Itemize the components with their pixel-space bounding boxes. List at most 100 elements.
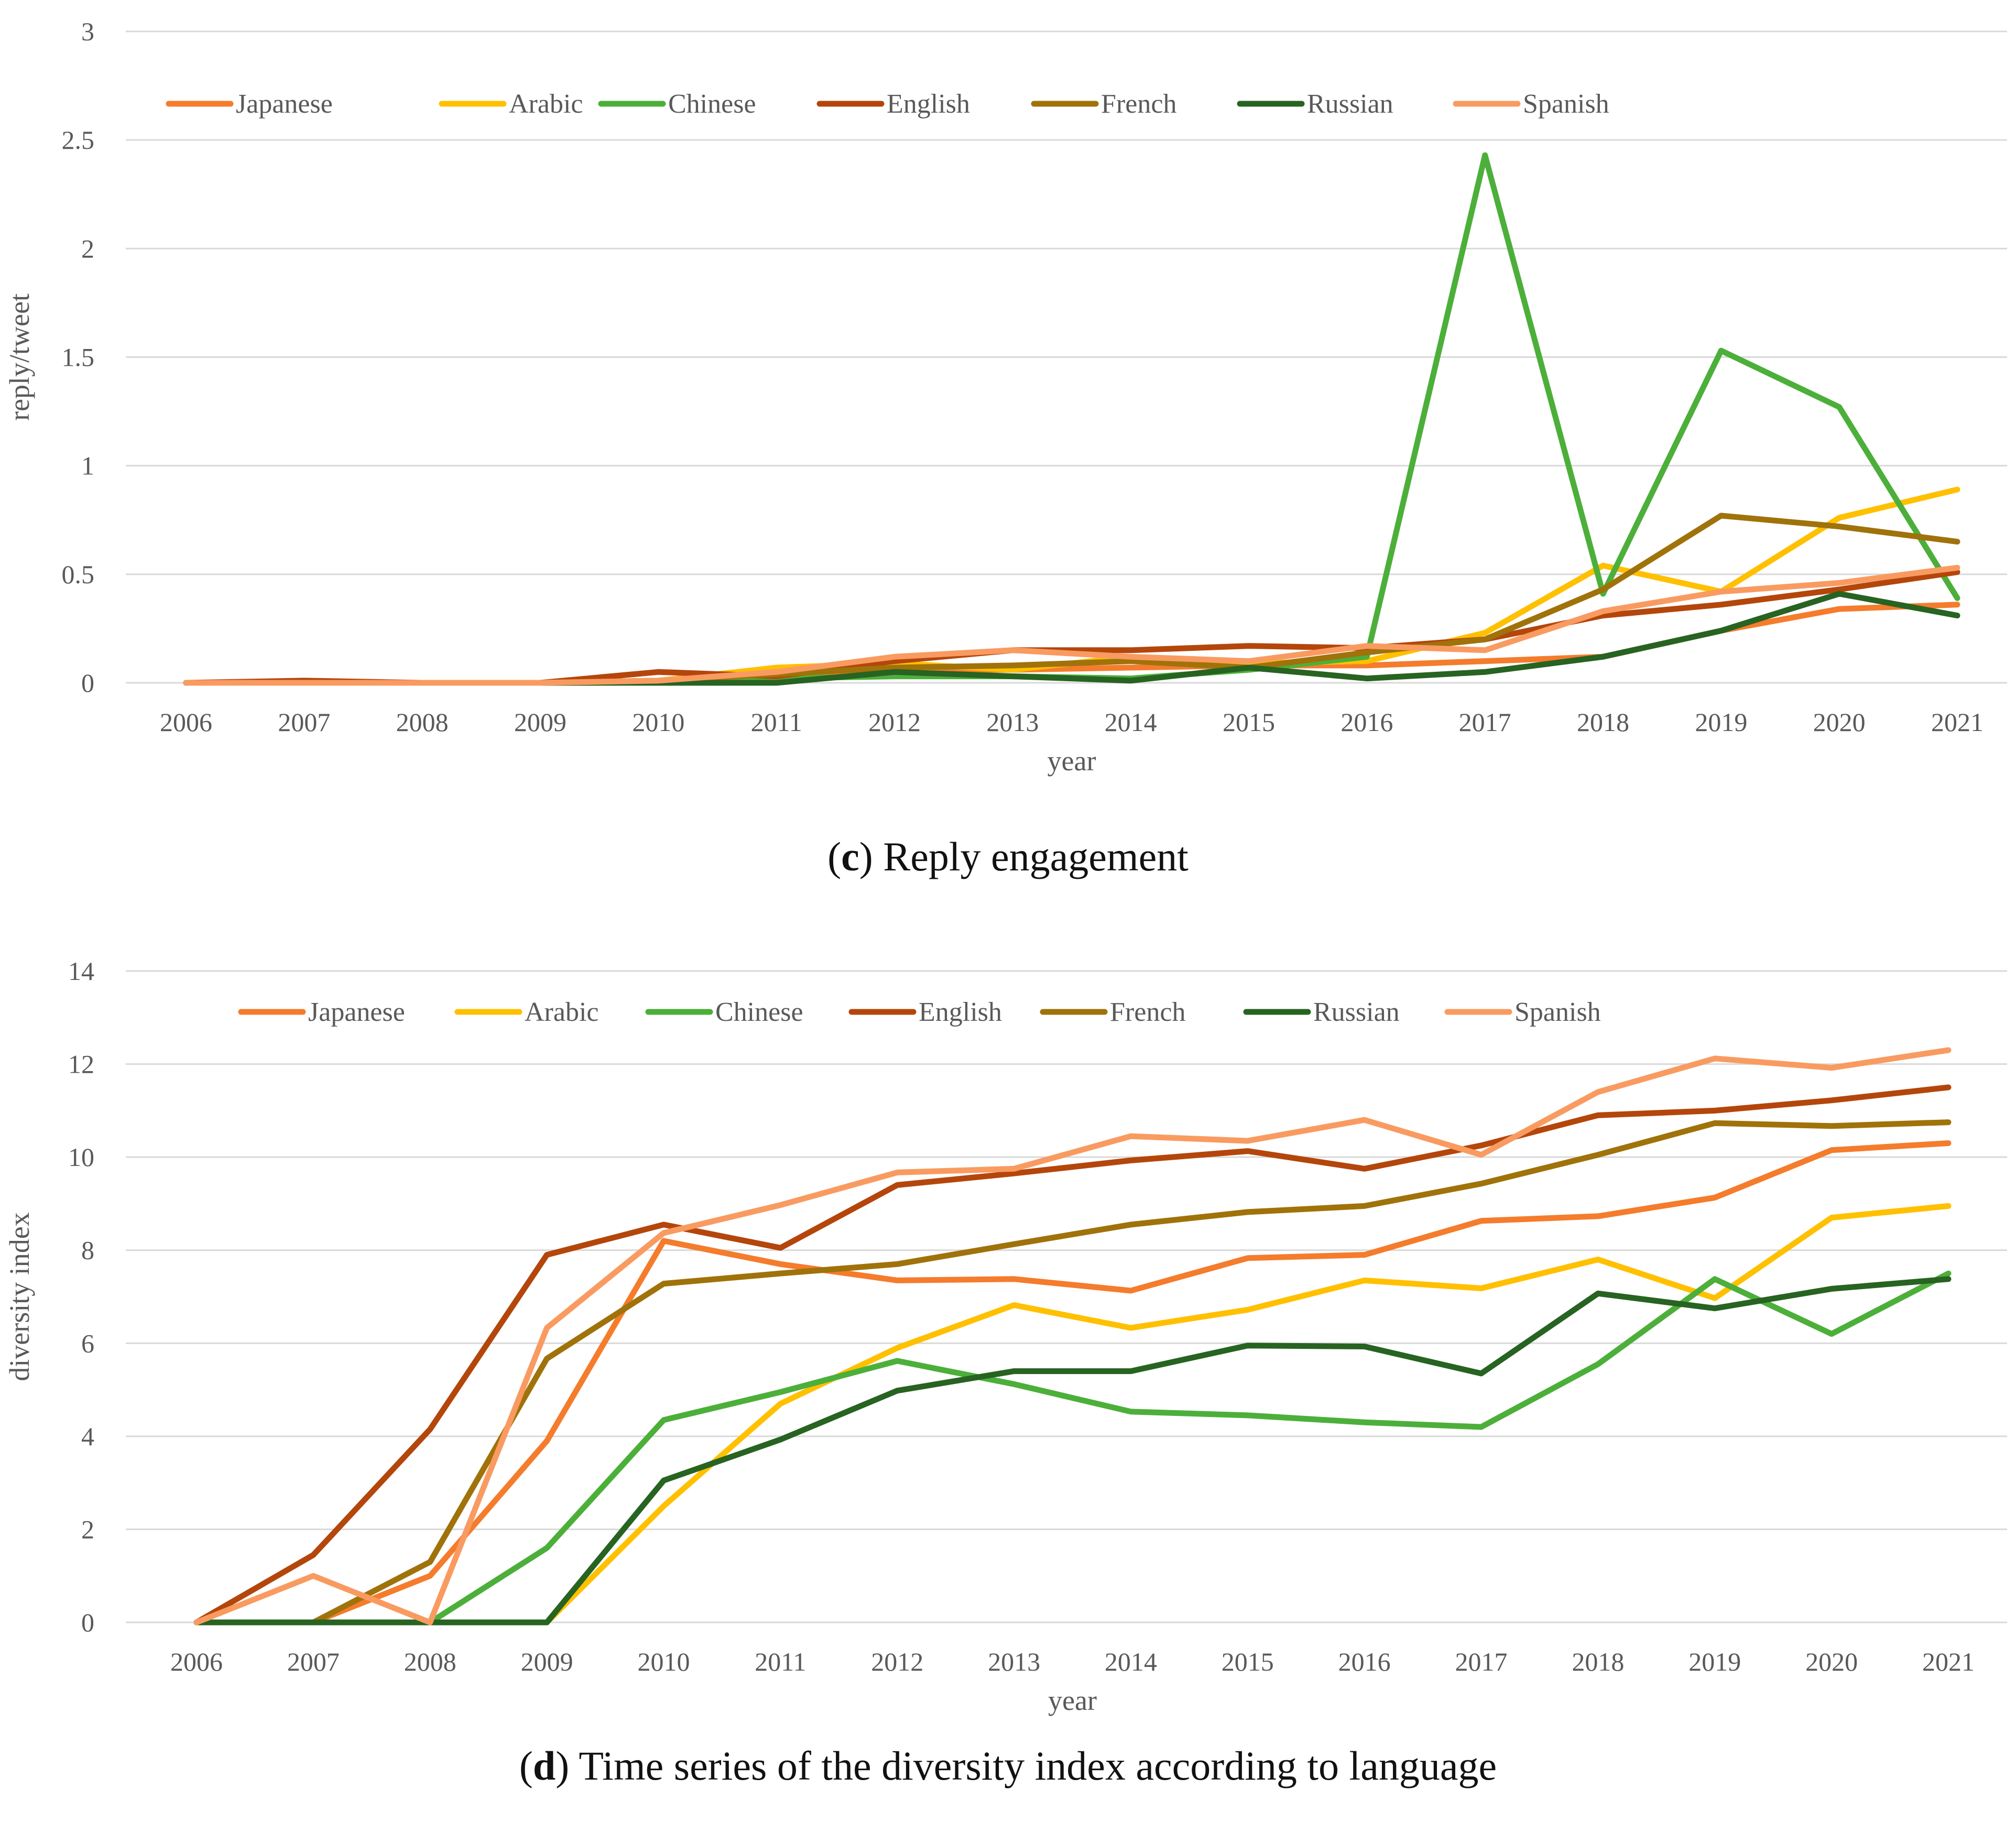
gridlines [126,970,2007,1623]
x-tick-label: 2016 [1338,1647,1391,1676]
x-tick-label: 2007 [278,707,330,737]
legend-item-arabic: Arabic [439,89,583,119]
x-tick-label: 2010 [637,1647,690,1676]
chart-diversity-index: 0 2 4 6 8 10 12 14 2006 2007 2008 2009 2010 2011 2012… [4,956,2007,1716]
caption-letter: d [532,1743,556,1789]
y-tick-labels: 0 2 4 6 8 10 12 14 [68,956,94,1637]
y-tick-label: 0 [81,668,94,697]
x-tick-label: 2021 [1922,1647,1975,1676]
x-tick-label: 2013 [988,1647,1040,1676]
y-tick-label: 14 [68,956,94,986]
caption-diversity-index: (d) Time series of the diversity index a… [519,1743,1497,1789]
legend-item-english: English [848,997,1002,1027]
y-tick-label: 10 [68,1142,94,1172]
legend-label: Spanish [1523,89,1609,119]
series-line-french [193,1119,1952,1626]
x-tick-labels: 2006 2007 2008 2009 2010 2011 2012 2013 2014 2015… [170,1647,1975,1676]
series-line-arabic [193,1203,1952,1626]
y-tick-label: 2.5 [62,125,95,155]
x-tick-label: 2014 [1105,1647,1157,1676]
legend-item-japanese: Japanese [166,89,333,119]
x-tick-label: 2008 [404,1647,456,1676]
legend-item-spanish: Spanish [1444,997,1601,1027]
y-tick-label: 8 [81,1236,94,1265]
x-tick-label: 2011 [751,707,802,737]
y-axis-title: reply/tweet [4,293,35,421]
x-tick-label: 2014 [1105,707,1157,737]
x-tick-label: 2015 [1223,707,1275,737]
y-tick-label: 6 [81,1328,94,1358]
x-tick-label: 2018 [1577,707,1629,737]
x-tick-label: 2017 [1459,707,1511,737]
x-tick-label: 2010 [632,707,684,737]
series-line-english [193,1084,1952,1626]
caption-text: Time series of the diversity index accor… [579,1743,1497,1789]
y-tick-label: 12 [68,1050,94,1079]
legend-label: Japanese [308,997,405,1027]
x-tick-label: 2012 [868,707,921,737]
legend-label: French [1101,89,1176,119]
y-tick-label: 0 [81,1608,94,1637]
series-line-spanish [183,564,1960,686]
x-axis-title: year [1048,1685,1097,1716]
legend-label: Chinese [715,997,803,1027]
series-lines [193,1047,1952,1626]
chart-reply-engagement: 00.511.522.53 2006 2007 2008 2009 2010 2011 20… [4,17,2007,777]
gridlines [126,30,2007,684]
y-tick-labels: 0 0.5 1 1.5 2 2.5 3 [62,17,95,697]
y-tick-label: 3 [81,17,94,46]
x-axis-title: year [1048,745,1096,777]
legend-item-spanish: Spanish [1453,89,1609,119]
legend-item-chinese: Chinese [598,89,756,119]
legend-item-russian: Russian [1243,997,1400,1027]
series-line-japanese [193,1140,1952,1626]
legend-item-chinese: Chinese [645,997,803,1027]
legend-item-russian: Russian [1237,89,1393,119]
legend-label: Russian [1313,997,1400,1027]
legend-item-japanese: Japanese [238,997,405,1027]
x-tick-label: 2006 [170,1647,223,1676]
legend-item-french: French [1040,997,1185,1027]
x-tick-label: 2013 [986,707,1039,737]
series-line-spanish [193,1047,1952,1626]
legend-label: Japanese [236,89,333,119]
x-tick-label: 2018 [1572,1647,1624,1676]
y-tick-label: 1 [81,451,94,481]
x-tick-label: 2021 [1931,707,1984,737]
x-tick-label: 2019 [1695,707,1747,737]
series-line-chinese [193,1270,1952,1626]
caption-reply-engagement: (c) Reply engagement [827,834,1189,879]
x-tick-label: 2020 [1813,707,1866,737]
x-tick-label: 2009 [521,1647,573,1676]
x-tick-label: 2016 [1341,707,1393,737]
legend-label: English [919,997,1002,1027]
y-tick-label: 1.5 [62,343,95,372]
x-tick-label: 2015 [1222,1647,1274,1676]
y-tick-label: 0.5 [62,560,95,589]
caption-letter: c [841,834,859,879]
y-tick-label: 2 [81,234,94,263]
legend-label: Arabic [525,997,598,1027]
y-axis-title: diversity index [4,1212,35,1381]
x-tick-label: 2009 [514,707,566,737]
legend-label: Spanish [1514,997,1601,1027]
legend-label: Chinese [668,89,756,119]
legend-label: French [1110,997,1185,1027]
legend: Japanese Arabic Chinese English French Russia… [166,89,1609,119]
series-lines [183,152,1960,686]
x-tick-label: 2012 [871,1647,923,1676]
x-tick-label: 2008 [396,707,449,737]
x-tick-label: 2019 [1688,1647,1741,1676]
legend-label: Arabic [509,89,583,119]
x-tick-label: 2011 [755,1647,806,1676]
legend-item-arabic: Arabic [454,997,598,1027]
y-tick-label: 4 [81,1422,94,1451]
series-line-japanese [183,602,1960,686]
legend-item-english: English [816,89,970,119]
x-tick-label: 2020 [1805,1647,1858,1676]
legend-label: Russian [1307,89,1393,119]
y-tick-label: 2 [81,1514,94,1544]
series-line-russian [193,1276,1952,1626]
legend-item-french: French [1031,89,1176,119]
x-tick-label: 2017 [1455,1647,1508,1676]
